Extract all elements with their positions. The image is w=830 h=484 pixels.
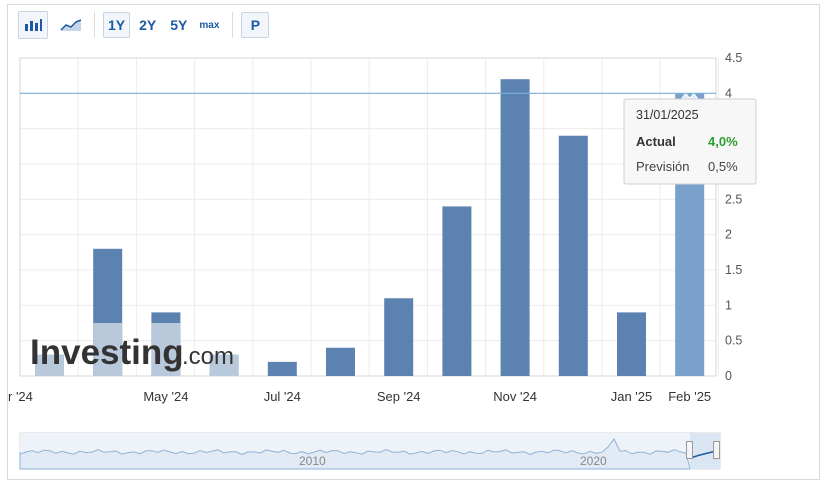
p-button[interactable]: P [241,12,270,38]
range-2y-button[interactable]: 2Y [139,17,157,33]
range-5y-button[interactable]: 5Y [170,17,188,33]
navigator-handle-left[interactable] [686,441,693,459]
chart-toolbar: 1Y 2Y 5Y max P [18,10,270,40]
chart-widget [7,4,820,480]
bar-chart-icon[interactable] [18,11,48,39]
area-chart-icon[interactable] [56,11,86,39]
range-max-button[interactable]: max [199,19,220,31]
range-1y-button[interactable]: 1Y [103,12,131,38]
toolbar-divider [232,12,234,38]
toolbar-divider [94,12,95,38]
navigator-handle-right[interactable] [713,441,720,459]
